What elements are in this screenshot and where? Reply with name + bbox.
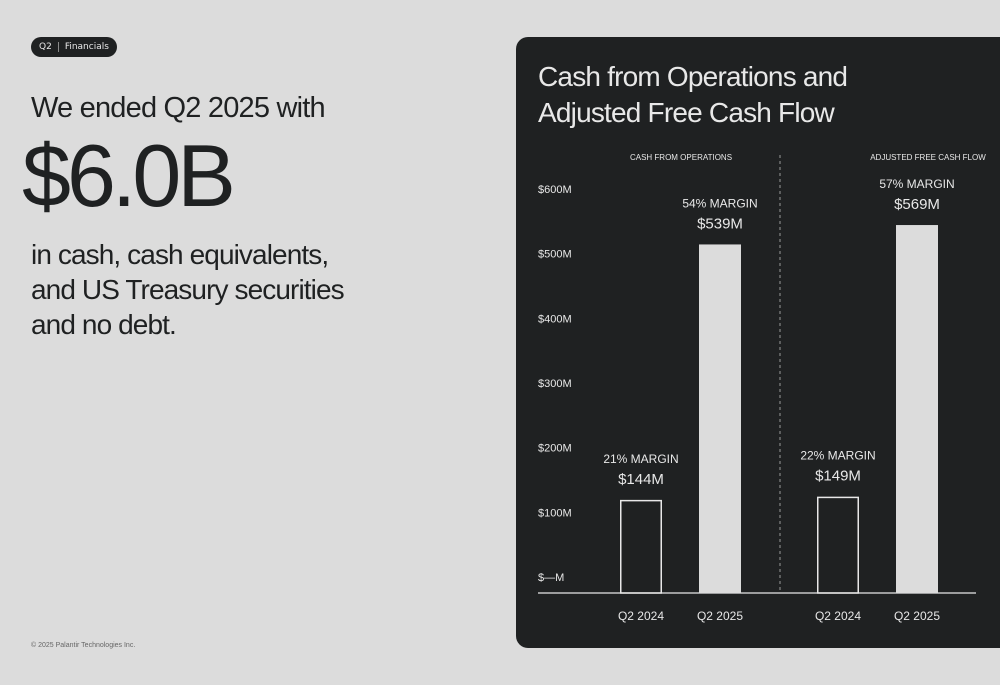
bar-margin-label: 57% MARGIN [879,177,954,191]
bar-value-label: $144M [618,471,664,488]
y-tick-label: $100M [538,507,572,519]
bar-margin-label: 21% MARGIN [603,452,678,466]
bar-value-label: $149M [815,468,861,485]
bar [896,225,938,593]
headline-line-2: and US Treasury securities [31,274,345,305]
y-tick-label: $600M [538,184,572,196]
bar-margin-label: 22% MARGIN [800,449,875,463]
bar [620,499,662,594]
headline-line-3: and no debt. [31,309,177,340]
section-tag: Q2 Financials [31,37,117,57]
chart-panel: Cash from Operations and Adjusted Free C… [516,37,1000,648]
headline-line-1: in cash, cash equivalents, [31,239,329,270]
chart-title: Cash from Operations and Adjusted Free C… [538,59,858,131]
x-tick-label: Q2 2025 [697,609,743,623]
tag-quarter: Q2 [39,42,59,52]
y-tick-label: $400M [538,313,572,325]
bar-margin-label: 54% MARGIN [682,196,757,210]
headline-amount: $6.0B [22,126,236,225]
x-tick-label: Q2 2024 [618,609,664,623]
headline-lead: We ended Q2 2025 with [31,92,326,124]
headline-description: in cash, cash equivalents, and US Treasu… [31,237,361,342]
bar-value-label: $569M [894,196,940,213]
bar-value-label: $539M [697,215,743,232]
y-tick-label: $500M [538,249,572,261]
group-label: ADJUSTED FREE CASH FLOW [870,153,986,162]
tag-section: Financials [64,42,109,52]
chart-title-line-1: Cash from Operations and [538,61,848,92]
chart-title-line-2: Adjusted Free Cash Flow [538,97,835,128]
bar [699,244,741,594]
y-tick-label: $—M [538,572,564,584]
bar-chart: $600M $500M $400M $300M $200M $100M $—M CASH FR… [538,153,986,623]
copyright: © 2025 Palantir Technologies Inc. [31,642,136,649]
x-tick-label: Q2 2025 [894,609,940,623]
group-label: CASH FROM OPERATIONS [630,153,732,162]
y-tick-label: $200M [538,443,572,455]
y-tick-label: $300M [538,378,572,390]
x-tick-label: Q2 2024 [815,609,861,623]
bar [817,496,859,594]
